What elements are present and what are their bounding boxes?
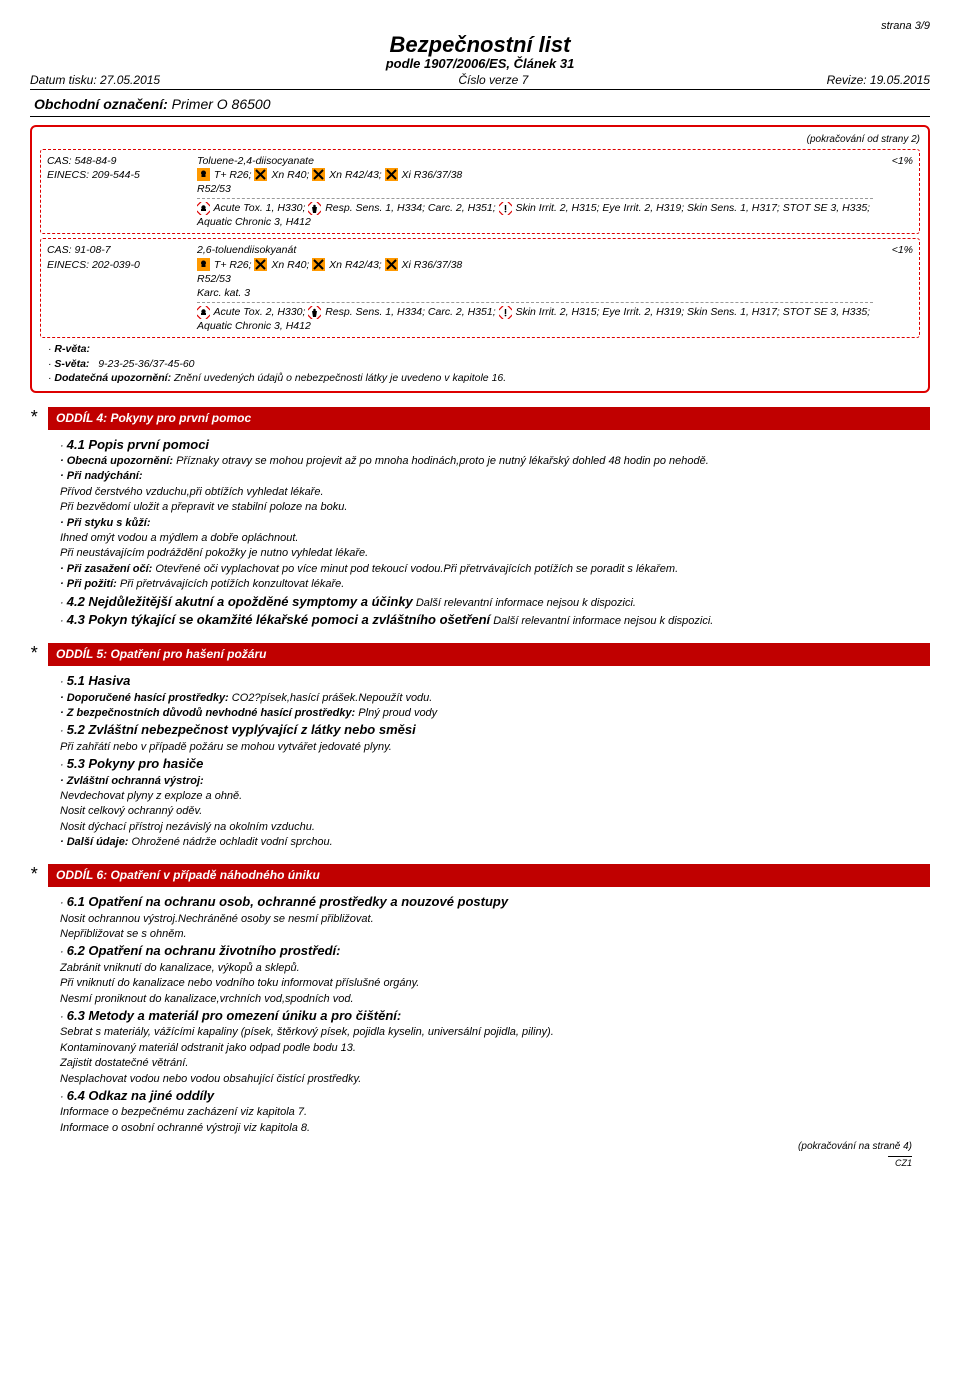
star-icon: *: [30, 644, 37, 662]
h63-4: Nesplachovat vodou nebo vodou obsahující…: [60, 1072, 912, 1087]
header-meta-row: Datum tisku: 27.05.2015 Číslo verze 7 Re…: [30, 73, 930, 90]
skull-orange-icon: [197, 258, 210, 271]
version: Číslo verze 7: [458, 73, 528, 87]
r-veta-line: · R-věta:: [48, 342, 920, 356]
ghs-skull-icon: [197, 306, 210, 319]
sub1-ids: CAS: 548-84-9 EINECS: 209-544-5: [47, 154, 197, 230]
vystroj-2: Nosit celkový ochranný oděv.: [60, 804, 912, 819]
star-icon: *: [30, 865, 37, 883]
page-header: strana 3/9 Bezpečnostní list podle 1907/…: [30, 20, 930, 117]
sub-title: podle 1907/2006/ES, Článek 31: [30, 56, 930, 71]
section-6-header: ODDÍL 6: Opatření v případě náhodného ún…: [48, 864, 930, 887]
x-orange-icon: [385, 168, 398, 181]
section-5: * ODDÍL 5: Opatření pro hašení požáru · …: [30, 643, 930, 850]
h61-1: Nosit ochrannou výstroj.Nechráněné osoby…: [60, 912, 912, 927]
h63-1: Sebrat s materiály, vážícími kapaliny (p…: [60, 1025, 912, 1040]
h61-2: Nepřibližovat se s ohněm.: [60, 927, 912, 942]
h63-2: Kontaminovaný materiál odstranit jako od…: [60, 1041, 912, 1056]
sub1-percent: <1%: [892, 154, 913, 168]
ghs-health-icon: [308, 202, 321, 215]
vystroj-1: Nevdechovat plyny z exploze a ohně.: [60, 789, 912, 804]
s-veta-line: · S-věta: 9-23-25-36/37-45-60: [48, 357, 920, 371]
skull-orange-icon: [197, 168, 210, 181]
sub2-details: 2,6-toluendiisokyanát T+ R26; Xn R40; Xn…: [197, 243, 913, 333]
section-4-header: ODDÍL 4: Pokyny pro první pomoc: [48, 407, 930, 430]
x-orange-icon: [385, 258, 398, 271]
kuzi-2: Při neustávajícím podráždění pokožky je …: [60, 546, 912, 561]
substance-2: <1% CAS: 91-08-7 EINECS: 202-039-0 2,6-t…: [40, 238, 920, 338]
nadych-1: Přívod čerstvého vzduchu,při obtížích vy…: [60, 485, 912, 500]
substance-1: <1% CAS: 548-84-9 EINECS: 209-544-5 Tolu…: [40, 149, 920, 235]
x-orange-icon: [254, 168, 267, 181]
section-5-header: ODDÍL 5: Opatření pro hašení požáru: [48, 643, 930, 666]
kuzi-1: Ihned omýt vodou a mýdlem a dobře oplách…: [60, 531, 912, 546]
oci-label: Při zasažení očí:: [60, 563, 152, 575]
nevhod-label: Z bezpečnostních důvodů nevhodné hasící …: [60, 707, 355, 719]
main-title: Bezpečnostní list: [30, 32, 930, 58]
page-number: strana 3/9: [30, 20, 930, 32]
continuation-note-top: (pokračování od strany 2): [40, 133, 920, 147]
h64-2: Informace o osobní ochranné výstroji viz…: [60, 1121, 912, 1136]
sub2-ids: CAS: 91-08-7 EINECS: 202-039-0: [47, 243, 197, 333]
h62-2: Při vniknutí do kanalizace nebo vodního …: [60, 976, 912, 991]
dopor-label: Doporučené hasící prostředky:: [60, 692, 229, 704]
nadych-label: Při nadýchání:: [60, 470, 143, 482]
h63: 6.3 Metody a materiál pro omezení úniku …: [67, 1008, 401, 1023]
h62-1: Zabránit vniknutí do kanalizace, výkopů …: [60, 961, 912, 976]
ghs-skull-icon: [197, 202, 210, 215]
h51: 5.1 Hasiva: [67, 673, 131, 688]
x-orange-icon: [312, 258, 325, 271]
h63-3: Zajistit dostatečné větrání.: [60, 1056, 912, 1071]
ghs-excl-icon: [499, 306, 512, 319]
h53: 5.3 Pokyny pro hasiče: [67, 756, 204, 771]
sub2-percent: <1%: [892, 243, 913, 257]
h64: 6.4 Odkaz na jiné oddíly: [67, 1088, 214, 1103]
x-orange-icon: [312, 168, 325, 181]
poziti-label: Při požití:: [60, 578, 117, 590]
sub1-details: Toluene-2,4-diisocyanate T+ R26; Xn R40;…: [197, 154, 913, 230]
h41: 4.1 Popis první pomoci: [67, 437, 209, 452]
section-4: * ODDÍL 4: Pokyny pro první pomoc · 4.1 …: [30, 407, 930, 629]
vystroj-3: Nosit dýchací přístroj nezávislý na okol…: [60, 820, 912, 835]
x-orange-icon: [254, 258, 267, 271]
vystroj-label: Zvláštní ochranná výstroj:: [60, 775, 204, 787]
kuzi-label: Při styku s kůží:: [60, 517, 151, 529]
dodat-line: · Dodatečná upozornění: Znění uvedených …: [48, 371, 920, 385]
obecna-label: Obecná upozornění:: [60, 455, 173, 467]
h52-txt: Při zahřátí nebo v případě požáru se moh…: [60, 740, 912, 755]
h42: 4.2 Nejdůležitější akutní a opožděné sym…: [67, 594, 413, 609]
h43: 4.3 Pokyn týkající se okamžité lékařské …: [67, 612, 490, 627]
continuation-note-bottom: (pokračování na straně 4): [60, 1140, 912, 1154]
h61: 6.1 Opatření na ochranu osob, ochranné p…: [67, 894, 508, 909]
dalsi-label: Další údaje:: [60, 836, 128, 848]
ghs-health-icon: [308, 306, 321, 319]
substances-box: (pokračování od strany 2) <1% CAS: 548-8…: [30, 125, 930, 393]
nadych-2: Při bezvědomí uložit a přepravit ve stab…: [60, 500, 912, 515]
trade-name-row: Obchodní označení: Primer O 86500: [30, 90, 930, 117]
h62-3: Nesmí proniknout do kanalizace,vrchních …: [60, 992, 912, 1007]
ghs-excl-icon: [499, 202, 512, 215]
h62: 6.2 Opatření na ochranu životního prostř…: [67, 943, 341, 958]
cz-marker: CZ1: [888, 1156, 912, 1170]
revision: Revize: 19.05.2015: [827, 73, 930, 87]
print-date: Datum tisku: 27.05.2015: [30, 73, 160, 87]
h52: 5.2 Zvláštní nebezpečnost vyplývající z …: [67, 722, 416, 737]
star-icon: *: [30, 408, 37, 426]
h64-1: Informace o bezpečnému zacházení viz kap…: [60, 1105, 912, 1120]
section-6: * ODDÍL 6: Opatření v případě náhodného …: [30, 864, 930, 1169]
